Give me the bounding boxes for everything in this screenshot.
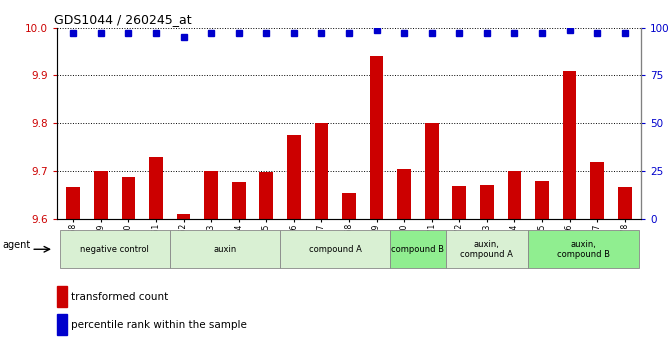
- Bar: [315, 123, 329, 219]
- Bar: [591, 161, 604, 219]
- Text: auxin,
compound B: auxin, compound B: [557, 239, 610, 259]
- Bar: [57, 314, 67, 335]
- Text: GDS1044 / 260245_at: GDS1044 / 260245_at: [54, 13, 192, 27]
- Bar: [508, 171, 521, 219]
- Bar: [562, 71, 576, 219]
- Bar: [528, 230, 639, 268]
- Bar: [287, 135, 301, 219]
- Bar: [535, 181, 549, 219]
- Bar: [369, 56, 383, 219]
- Bar: [425, 123, 439, 219]
- Bar: [397, 169, 411, 219]
- Text: compound B: compound B: [391, 245, 444, 254]
- Text: transformed count: transformed count: [71, 292, 168, 302]
- Bar: [232, 182, 246, 219]
- Bar: [280, 230, 390, 268]
- Bar: [452, 186, 466, 219]
- Bar: [59, 230, 170, 268]
- Bar: [170, 230, 280, 268]
- Bar: [177, 214, 190, 219]
- Text: percentile rank within the sample: percentile rank within the sample: [71, 320, 247, 330]
- Bar: [57, 286, 67, 307]
- Bar: [618, 187, 632, 219]
- Text: agent: agent: [3, 239, 31, 249]
- Bar: [342, 193, 356, 219]
- Text: auxin: auxin: [213, 245, 236, 254]
- Bar: [66, 187, 80, 219]
- Bar: [122, 177, 136, 219]
- Bar: [204, 171, 218, 219]
- Bar: [480, 185, 494, 219]
- Bar: [259, 172, 273, 219]
- Text: auxin,
compound A: auxin, compound A: [460, 239, 513, 259]
- Text: compound A: compound A: [309, 245, 361, 254]
- Bar: [94, 171, 108, 219]
- Text: negative control: negative control: [80, 245, 149, 254]
- Bar: [390, 230, 446, 268]
- Bar: [149, 157, 163, 219]
- Bar: [446, 230, 528, 268]
